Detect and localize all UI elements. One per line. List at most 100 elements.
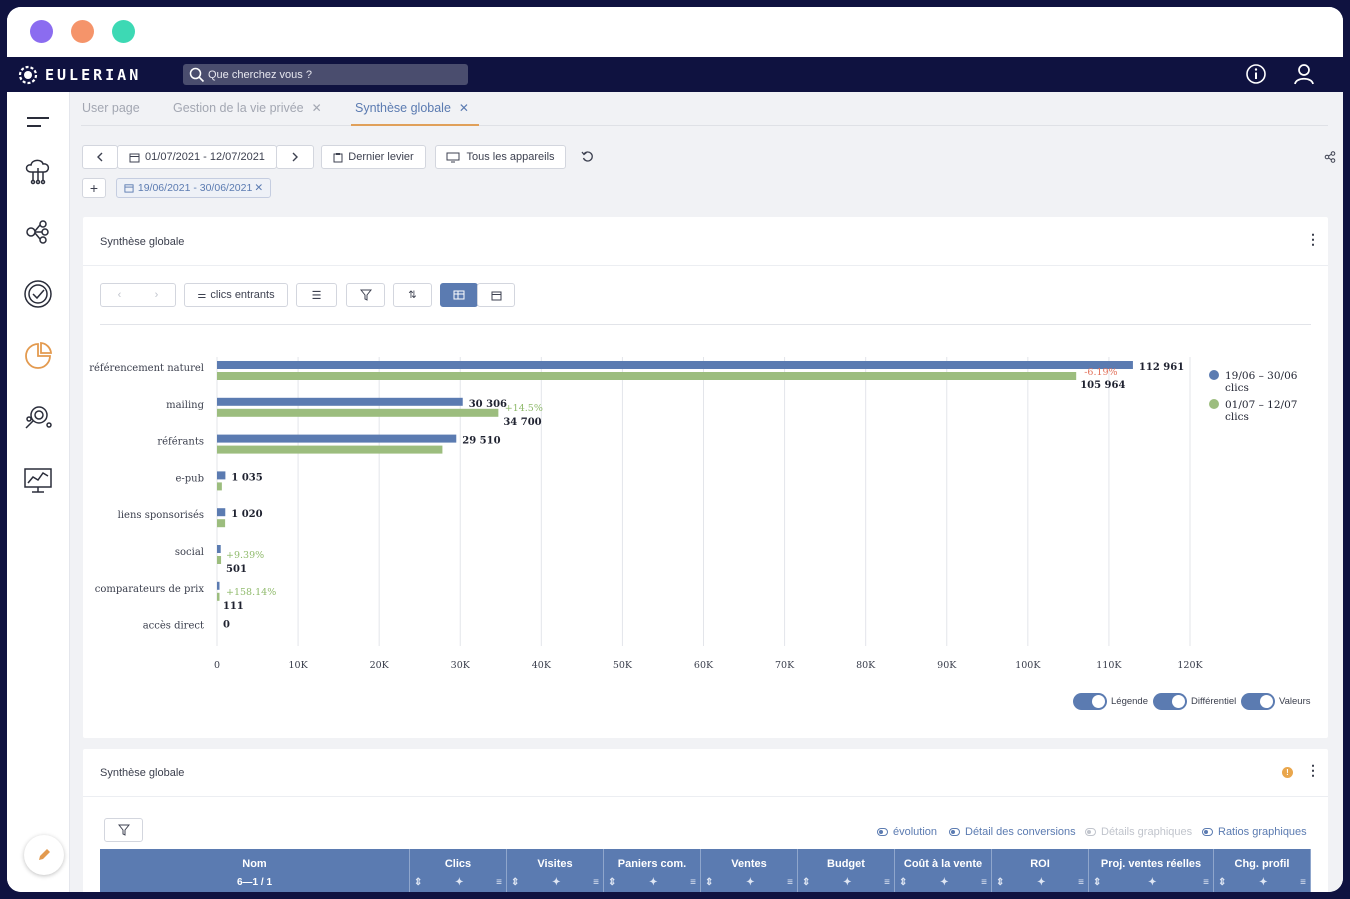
menu-icon[interactable]: ≡ bbox=[787, 877, 793, 888]
toggle-switch[interactable] bbox=[1153, 693, 1187, 710]
chevron-right-icon[interactable]: › bbox=[154, 289, 159, 301]
calendar-icon bbox=[129, 153, 140, 162]
comparison-date-chip[interactable]: 19/06/2021 - 30/06/2021 ✕ bbox=[116, 178, 271, 198]
filter-button[interactable] bbox=[346, 283, 385, 307]
info-icon[interactable] bbox=[1245, 63, 1267, 85]
check-circle-icon[interactable] bbox=[22, 278, 54, 310]
sort-icon[interactable]: ⇕ bbox=[1218, 877, 1227, 888]
network-icon[interactable] bbox=[22, 216, 54, 248]
toggle-switch[interactable] bbox=[1241, 693, 1275, 710]
sort-icon[interactable]: ⇕ bbox=[705, 877, 714, 888]
column-header[interactable]: Chg. profil ⇕ ✦ ≡ bbox=[1214, 849, 1311, 892]
menu-icon[interactable]: ≡ bbox=[981, 877, 987, 888]
pin-icon[interactable]: ✦ bbox=[746, 877, 755, 888]
option-graph-ratios[interactable]: Ratios graphiques bbox=[1202, 826, 1307, 838]
x-tick-label: 60K bbox=[694, 660, 714, 671]
bar-series-2 bbox=[217, 445, 443, 454]
column-header[interactable]: Proj. ventes réelles ⇕ ✦ ≡ bbox=[1089, 849, 1214, 892]
window-dot-purple[interactable] bbox=[30, 20, 53, 43]
pie-chart-icon[interactable] bbox=[22, 340, 54, 372]
kebab-menu-icon[interactable]: ⋮ bbox=[1306, 231, 1320, 247]
tab-privacy[interactable]: Gestion de la vie privée ✕ bbox=[173, 101, 322, 115]
menu-icon[interactable]: ≡ bbox=[1300, 877, 1306, 888]
prev-period-button[interactable] bbox=[82, 145, 118, 169]
sort-icon[interactable]: ⇕ bbox=[996, 877, 1005, 888]
pin-icon[interactable]: ✦ bbox=[455, 877, 464, 888]
next-period-button[interactable] bbox=[276, 145, 314, 169]
sidebar bbox=[7, 92, 70, 892]
sort-icon[interactable]: ⇕ bbox=[802, 877, 811, 888]
share-icon[interactable] bbox=[1324, 151, 1336, 163]
add-comparison-button[interactable]: + bbox=[82, 178, 106, 198]
bar-chart: 0 10K 20K 30K 40K 50K 60K 70K 80K 90K 100K 110K 120K… bbox=[89, 357, 1298, 671]
metric-selector[interactable]: ⚌ clics entrants bbox=[184, 283, 288, 307]
toggle-switch[interactable] bbox=[1073, 693, 1107, 710]
column-header[interactable]: ROI ⇕ ✦ ≡ bbox=[992, 849, 1089, 892]
window-dot-green[interactable] bbox=[112, 20, 135, 43]
sort-icon[interactable]: ⇕ bbox=[899, 877, 908, 888]
tab-synthese-globale[interactable]: Synthèse globale ✕ bbox=[355, 101, 469, 115]
column-header[interactable]: Coût à la vente ⇕ ✦ ≡ bbox=[895, 849, 992, 892]
column-header[interactable]: Budget ⇕ ✦ ≡ bbox=[798, 849, 895, 892]
sort-icon[interactable]: ⇕ bbox=[608, 877, 617, 888]
devices-label: Tous les appareils bbox=[466, 151, 555, 163]
option-graph-details[interactable]: Détails graphiques bbox=[1085, 826, 1192, 838]
menu-icon[interactable]: ≡ bbox=[884, 877, 890, 888]
close-icon[interactable]: ✕ bbox=[254, 182, 264, 194]
menu-icon[interactable] bbox=[22, 106, 54, 138]
option-conversion-details[interactable]: Détail des conversions bbox=[949, 826, 1076, 838]
pin-icon[interactable]: ✦ bbox=[843, 877, 852, 888]
menu-icon[interactable]: ≡ bbox=[690, 877, 696, 888]
reset-icon[interactable] bbox=[581, 150, 594, 163]
close-icon[interactable]: ✕ bbox=[458, 101, 469, 115]
close-icon[interactable]: ✕ bbox=[311, 101, 322, 115]
sort-icon[interactable]: ⇕ bbox=[1093, 877, 1102, 888]
column-header[interactable]: Visites ⇕ ✦ ≡ bbox=[507, 849, 604, 892]
pin-icon[interactable]: ✦ bbox=[1037, 877, 1046, 888]
table-view-button[interactable] bbox=[440, 283, 478, 307]
sort-icon[interactable]: ⇕ bbox=[511, 877, 520, 888]
lever-selector[interactable]: Dernier levier bbox=[321, 145, 426, 169]
column-header[interactable]: Ventes ⇕ ✦ ≡ bbox=[701, 849, 798, 892]
legend-toggle[interactable]: Légende bbox=[1073, 693, 1148, 710]
window-dot-orange[interactable] bbox=[71, 20, 94, 43]
cloud-data-icon[interactable] bbox=[22, 154, 54, 186]
menu-icon[interactable]: ≡ bbox=[1078, 877, 1084, 888]
pin-icon[interactable]: ✦ bbox=[552, 877, 561, 888]
column-header[interactable]: Nom 6—1 / 1 bbox=[100, 849, 410, 892]
eulerian-logo[interactable]: EULERIAN bbox=[17, 64, 141, 86]
menu-icon[interactable]: ≡ bbox=[1203, 877, 1209, 888]
values-toggle[interactable]: Valeurs bbox=[1241, 693, 1311, 710]
date-range-picker[interactable]: 01/07/2021 - 12/07/2021 bbox=[117, 145, 277, 169]
list-view-button[interactable]: ☰ bbox=[296, 283, 337, 307]
device-selector[interactable]: Tous les appareils bbox=[435, 145, 566, 169]
dashboard-chart-icon[interactable] bbox=[22, 464, 54, 496]
option-label: Ratios graphiques bbox=[1218, 826, 1307, 838]
column-header[interactable]: Paniers com. ⇕ ✦ ≡ bbox=[604, 849, 701, 892]
calendar-view-button[interactable] bbox=[477, 283, 515, 307]
chart-pager[interactable]: ‹ › bbox=[100, 283, 176, 307]
differential-toggle[interactable]: Différentiel bbox=[1153, 693, 1236, 710]
pin-icon[interactable]: ✦ bbox=[649, 877, 658, 888]
warning-icon[interactable]: ! bbox=[1282, 767, 1293, 778]
pin-icon[interactable]: ✦ bbox=[1148, 877, 1157, 888]
pin-icon[interactable]: ✦ bbox=[1259, 877, 1268, 888]
bar-series-2 bbox=[217, 372, 1077, 380]
column-header[interactable]: Clics ⇕ ✦ ≡ bbox=[410, 849, 507, 892]
table-filter-button[interactable] bbox=[104, 818, 143, 842]
search-analytics-icon[interactable] bbox=[22, 402, 54, 434]
menu-icon[interactable]: ≡ bbox=[593, 877, 599, 888]
sort-icon[interactable]: ⇕ bbox=[414, 877, 423, 888]
edit-button[interactable] bbox=[24, 835, 64, 875]
category-label: e-pub bbox=[175, 473, 204, 484]
search-icon bbox=[189, 67, 205, 82]
option-evolution[interactable]: évolution bbox=[877, 826, 937, 838]
user-icon[interactable] bbox=[1293, 63, 1315, 85]
pin-icon[interactable]: ✦ bbox=[940, 877, 949, 888]
search-input[interactable]: Que cherchez vous ? bbox=[183, 64, 468, 85]
sort-button[interactable]: ⇅ bbox=[393, 283, 432, 307]
chevron-left-icon[interactable]: ‹ bbox=[117, 289, 122, 301]
menu-icon[interactable]: ≡ bbox=[496, 877, 502, 888]
tab-user-page[interactable]: User page bbox=[82, 101, 140, 115]
kebab-menu-icon[interactable]: ⋮ bbox=[1306, 762, 1320, 778]
